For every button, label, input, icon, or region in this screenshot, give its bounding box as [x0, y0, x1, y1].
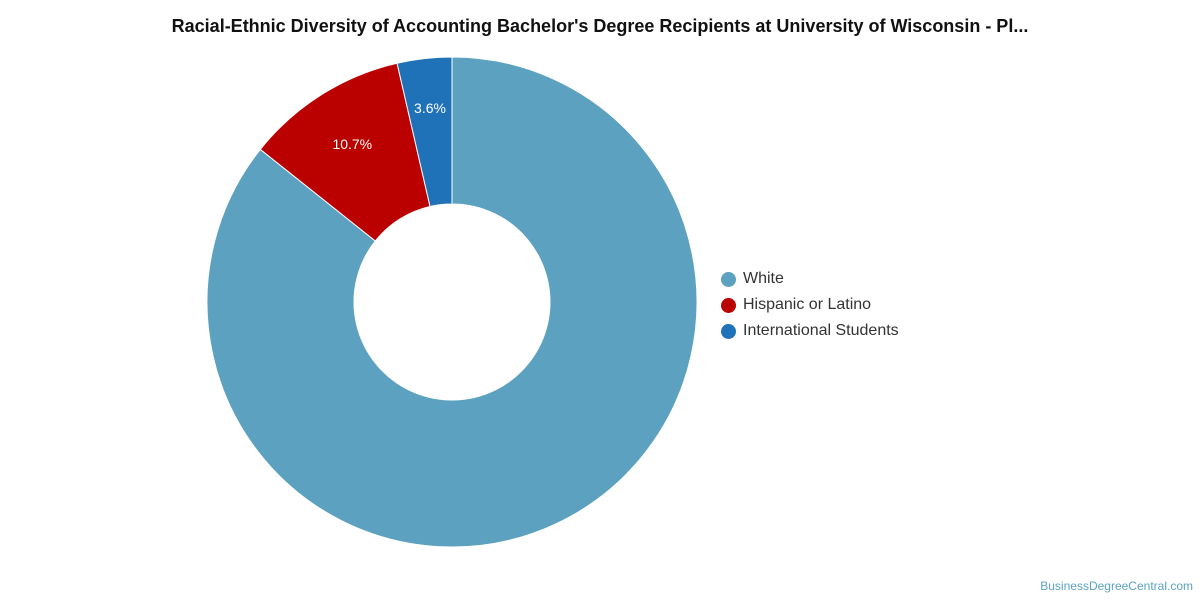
legend: White Hispanic or Latino International S… [721, 266, 899, 344]
legend-swatch-international-students [721, 323, 736, 339]
source-credit[interactable]: BusinessDegreeCentral.com [1040, 579, 1193, 593]
legend-label-white: White [743, 270, 784, 287]
legend-swatch-hispanic-or-latino [721, 297, 736, 313]
slice-hispanic-or-latino[interactable] [259, 62, 431, 242]
legend-label-hispanic-or-latino: Hispanic or Latino [743, 296, 872, 313]
legend-item-international-students[interactable]: International Students [721, 318, 899, 344]
chart-title: Racial-Ethnic Diversity of Accounting Ba… [171, 16, 1029, 36]
labels-layer: 85.7% 10.7% 3.6% [332, 100, 583, 542]
slice-label-white: 85.7% [544, 526, 584, 542]
slice-label-international-students: 3.6% [414, 100, 446, 116]
slices-layer [206, 56, 698, 548]
legend-item-white[interactable]: White [721, 266, 899, 292]
slice-international-students[interactable] [396, 56, 453, 208]
legend-swatch-white [721, 271, 736, 287]
slice-white[interactable] [206, 56, 698, 548]
legend-label-international-students: International Students [743, 322, 899, 339]
slice-label-hispanic-or-latino: 10.7% [332, 136, 372, 152]
legend-item-hispanic-or-latino[interactable]: Hispanic or Latino [721, 292, 899, 318]
